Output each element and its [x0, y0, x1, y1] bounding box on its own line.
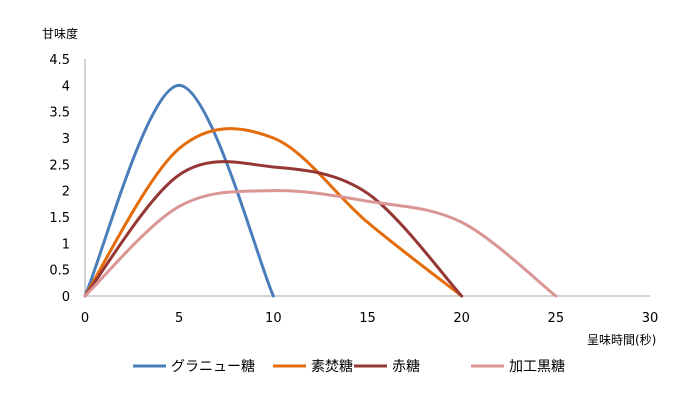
x-tick-label: 20 — [453, 311, 470, 326]
series-line-加工黒糖 — [83, 189, 558, 298]
legend-label: 素焚糖 — [311, 359, 353, 375]
x-tick-label: 10 — [265, 311, 282, 326]
legend-label: グラニュー糖 — [171, 359, 255, 375]
legend-item: 加工黒糖 — [471, 359, 565, 375]
y-axis-title: 甘味度 — [42, 26, 78, 41]
x-tick-label: 0 — [81, 311, 89, 326]
y-tick-label: 4.5 — [49, 53, 70, 68]
y-tick-label: 0.5 — [49, 264, 70, 279]
y-tick-label: 1 — [62, 237, 70, 252]
x-tick-label: 5 — [175, 311, 183, 326]
y-tick-label: 0 — [62, 290, 70, 305]
y-tick-label: 2 — [62, 185, 70, 200]
legend-item: グラニュー糖 — [133, 359, 255, 375]
y-tick-label: 3.5 — [49, 106, 70, 121]
legend-label: 加工黒糖 — [509, 359, 565, 375]
legend-label: 赤糖 — [392, 359, 420, 375]
y-tick-label: 1.5 — [49, 211, 70, 226]
series-line-赤糖 — [83, 160, 464, 298]
series-line-グラニュー糖 — [83, 83, 275, 298]
x-tick-label: 15 — [359, 311, 376, 326]
series-line-素焚糖 — [83, 127, 464, 298]
y-tick-label: 2.5 — [49, 158, 70, 173]
x-tick-label: 25 — [548, 311, 565, 326]
legend-item: 素焚糖 — [273, 359, 353, 375]
x-axis-title: 呈味時間(秒) — [587, 333, 656, 347]
y-tick-label: 4 — [62, 79, 70, 94]
legend-item: 赤糖 — [354, 359, 420, 375]
x-tick-label: 30 — [642, 311, 659, 326]
y-tick-label: 3 — [62, 132, 70, 147]
